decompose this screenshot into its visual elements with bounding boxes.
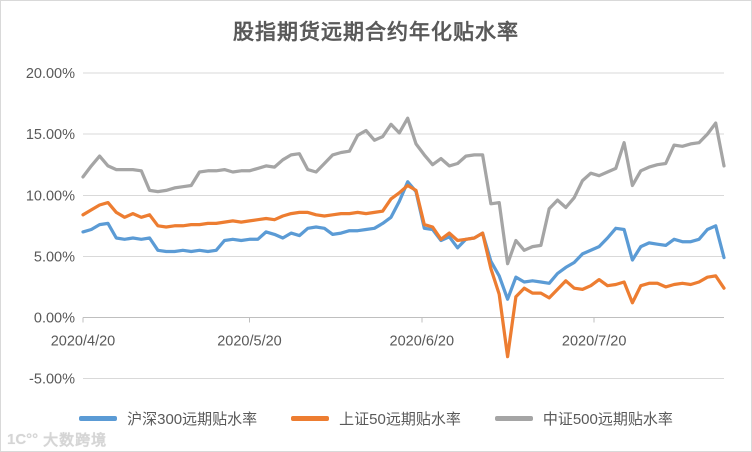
watermark: 1C°° 大数跨境 [7, 429, 107, 450]
svg-text:2020/5/20: 2020/5/20 [217, 334, 282, 350]
watermark-logo-icon: 1C°° [7, 431, 39, 448]
svg-text:0.00%: 0.00% [34, 311, 75, 327]
legend-item-zz500: 中证500远期贴水率 [494, 408, 673, 429]
svg-text:-5.00%: -5.00% [29, 372, 75, 388]
legend-line-marker-sz50 [291, 416, 330, 421]
legend-line-marker-zz500 [494, 416, 533, 421]
chart-title: 股指期货远期合约年化贴水率 [233, 21, 519, 44]
legend-label-zz500: 中证500远期贴水率 [542, 411, 673, 428]
watermark-text: 大数跨境 [43, 432, 108, 449]
svg-text:20.00%: 20.00% [26, 66, 75, 82]
svg-text:2020/4/20: 2020/4/20 [51, 334, 116, 350]
svg-text:2020/7/20: 2020/7/20 [562, 334, 627, 350]
legend: 沪深300远期贴水率 上证50远期贴水率 中证500远期贴水率 [1, 408, 751, 429]
legend-label-hs300: 沪深300远期贴水率 [127, 411, 258, 428]
svg-text:2020/6/20: 2020/6/20 [390, 334, 455, 350]
legend-label-sz50: 上证50远期贴水率 [339, 411, 461, 428]
legend-item-sz50: 上证50远期贴水率 [291, 408, 461, 429]
legend-line-marker-hs300 [79, 416, 118, 421]
svg-text:5.00%: 5.00% [34, 249, 75, 265]
svg-text:10.00%: 10.00% [26, 188, 75, 204]
legend-item-hs300: 沪深300远期贴水率 [79, 408, 257, 429]
svg-text:15.00%: 15.00% [26, 127, 75, 143]
